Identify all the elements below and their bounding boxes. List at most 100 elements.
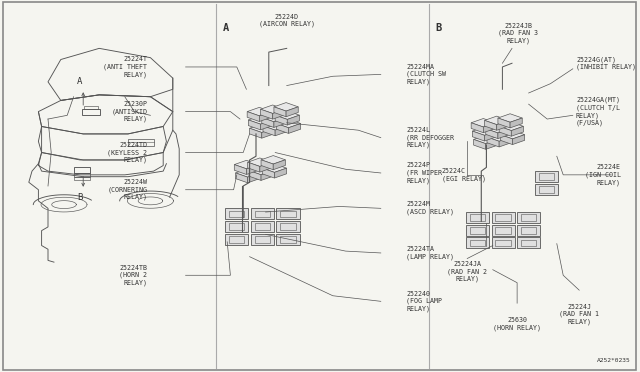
Bar <box>521 227 536 234</box>
Polygon shape <box>259 112 271 122</box>
Polygon shape <box>474 140 486 149</box>
Bar <box>255 211 270 217</box>
Bar <box>128 139 154 146</box>
Text: A: A <box>77 77 83 86</box>
Polygon shape <box>247 108 271 116</box>
Bar <box>84 106 98 109</box>
Bar <box>470 227 485 234</box>
Text: 25224E
(IGN COIL
RELAY): 25224E (IGN COIL RELAY) <box>585 164 621 186</box>
Polygon shape <box>260 109 273 119</box>
Bar <box>466 212 489 223</box>
Polygon shape <box>486 125 510 133</box>
Polygon shape <box>498 114 522 122</box>
Polygon shape <box>510 118 522 128</box>
Polygon shape <box>471 123 483 133</box>
Polygon shape <box>263 126 275 136</box>
Polygon shape <box>262 168 275 178</box>
Polygon shape <box>274 107 286 117</box>
Text: 25224TA
(LAMP RELAY): 25224TA (LAMP RELAY) <box>406 246 454 260</box>
Polygon shape <box>261 170 273 180</box>
Bar <box>517 212 540 223</box>
Polygon shape <box>250 124 274 132</box>
Bar <box>492 225 515 236</box>
Polygon shape <box>499 126 511 136</box>
Polygon shape <box>260 105 285 113</box>
Text: 25224T
(ANTI THEFT
RELAY): 25224T (ANTI THEFT RELAY) <box>103 56 147 78</box>
Bar <box>276 234 300 245</box>
Bar <box>492 212 515 223</box>
Bar <box>74 167 90 173</box>
Text: 25224L
(RR DEFOGGER
RELAY): 25224L (RR DEFOGGER RELAY) <box>406 127 454 148</box>
Polygon shape <box>261 160 273 170</box>
Polygon shape <box>236 169 260 177</box>
Polygon shape <box>262 118 274 128</box>
Bar <box>495 240 511 246</box>
Text: 25224W
(CORNERING
RELAY): 25224W (CORNERING RELAY) <box>108 179 147 201</box>
Polygon shape <box>246 164 259 174</box>
Polygon shape <box>487 137 499 147</box>
Polygon shape <box>234 164 246 174</box>
Polygon shape <box>499 122 524 131</box>
Polygon shape <box>276 124 289 134</box>
Polygon shape <box>262 164 287 172</box>
Polygon shape <box>262 128 274 138</box>
Text: 25224JA
(RAD FAN 2
RELAY): 25224JA (RAD FAN 2 RELAY) <box>447 261 487 282</box>
Text: 25224J
(RAD FAN 1
RELAY): 25224J (RAD FAN 1 RELAY) <box>559 304 599 325</box>
Text: 25224MA
(CLUTCH SW
RELAY): 25224MA (CLUTCH SW RELAY) <box>406 64 447 85</box>
Bar <box>466 237 489 248</box>
Bar <box>521 214 536 221</box>
Text: 25224M
(ASCD RELAY): 25224M (ASCD RELAY) <box>406 202 454 215</box>
Bar <box>539 186 554 193</box>
Bar <box>229 223 244 230</box>
Text: 25224G(AT)
(INHIBIT RELAY): 25224G(AT) (INHIBIT RELAY) <box>576 56 636 70</box>
Polygon shape <box>275 111 300 119</box>
Polygon shape <box>274 103 298 111</box>
Bar <box>225 208 248 219</box>
Polygon shape <box>486 140 498 149</box>
Polygon shape <box>471 119 495 127</box>
Bar <box>280 236 296 243</box>
Polygon shape <box>248 162 260 172</box>
Polygon shape <box>275 126 287 136</box>
Bar <box>535 171 558 182</box>
Polygon shape <box>273 160 285 170</box>
Polygon shape <box>250 128 262 138</box>
Polygon shape <box>497 121 509 130</box>
Text: 25224GA(MT)
(CLUTCH T/L
RELAY)
(F/USA): 25224GA(MT) (CLUTCH T/L RELAY) (F/USA) <box>576 97 620 126</box>
Polygon shape <box>260 120 273 130</box>
Bar <box>276 221 300 232</box>
Polygon shape <box>487 133 511 141</box>
Bar <box>517 225 540 236</box>
Polygon shape <box>472 131 484 141</box>
Polygon shape <box>500 135 513 145</box>
Bar <box>251 208 274 219</box>
Polygon shape <box>513 135 525 145</box>
Text: 25230P
(ANTISKID
RELAY): 25230P (ANTISKID RELAY) <box>111 101 147 122</box>
Text: B: B <box>435 23 442 33</box>
Text: B: B <box>77 193 83 202</box>
Text: 25224TD
(KEYLESS 2
RELAY): 25224TD (KEYLESS 2 RELAY) <box>108 142 147 163</box>
Polygon shape <box>275 115 287 125</box>
Bar <box>280 211 296 217</box>
Polygon shape <box>249 166 273 175</box>
Polygon shape <box>472 127 497 135</box>
Polygon shape <box>500 131 525 139</box>
Polygon shape <box>248 173 260 183</box>
Polygon shape <box>484 121 497 130</box>
Bar <box>255 236 270 243</box>
Text: 25224C
(EGI RELAY): 25224C (EGI RELAY) <box>442 168 486 182</box>
Polygon shape <box>498 129 510 139</box>
Polygon shape <box>236 173 248 183</box>
Polygon shape <box>249 170 261 180</box>
Polygon shape <box>511 126 524 136</box>
Bar <box>535 184 558 195</box>
Bar <box>495 227 511 234</box>
Polygon shape <box>274 118 286 128</box>
Polygon shape <box>276 119 301 128</box>
Bar <box>229 236 244 243</box>
Polygon shape <box>263 122 287 130</box>
Text: 25224P
(FR WIPER
RELAY): 25224P (FR WIPER RELAY) <box>406 162 442 184</box>
Polygon shape <box>275 168 287 178</box>
Bar <box>255 223 270 230</box>
Polygon shape <box>261 155 285 164</box>
